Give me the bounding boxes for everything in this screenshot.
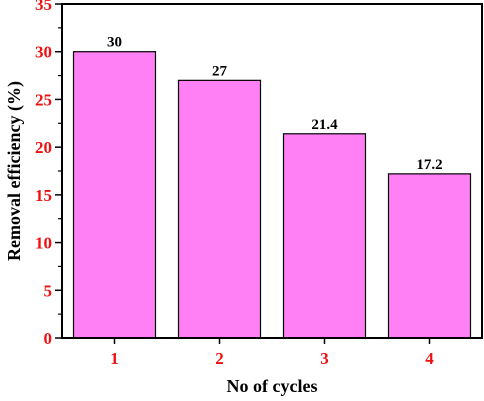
y-tick-label-15: 15: [35, 186, 52, 205]
data-label-cycle-1: 30: [107, 35, 122, 51]
bar-cycle-4: [387, 173, 472, 339]
x-tick-label-3: 3: [320, 349, 329, 368]
y-tick-label-5: 5: [44, 281, 53, 300]
x-axis-title: No of cycles: [227, 376, 318, 396]
bar-cycle-3: [282, 133, 367, 339]
bars-group: [72, 51, 472, 339]
x-tick-label-2: 2: [215, 349, 224, 368]
y-tick-label-0: 0: [44, 329, 53, 348]
y-axis-title: Removal efficiency (%): [4, 81, 25, 261]
x-tick-label-4: 4: [425, 349, 434, 368]
x-axis-ticks: 1 2 3 4: [110, 338, 434, 368]
bar-cycle-2: [177, 79, 262, 339]
y-tick-label-25: 25: [35, 90, 52, 109]
data-label-cycle-3: 21.4: [311, 117, 338, 133]
y-tick-label-20: 20: [35, 138, 52, 157]
data-label-cycle-4: 17.2: [416, 157, 442, 173]
data-labels-group: 30 27 21.4 17.2: [107, 35, 443, 173]
data-label-cycle-2: 27: [212, 63, 228, 79]
y-tick-label-35: 35: [35, 0, 52, 14]
y-tick-label-30: 30: [35, 43, 52, 62]
x-tick-label-1: 1: [110, 349, 119, 368]
bar-cycle-1: [72, 51, 157, 339]
plot-frame: [61, 3, 483, 339]
y-axis-ticks: 0 5 10 15 20 25 30 35: [35, 0, 62, 348]
y-tick-label-10: 10: [35, 234, 52, 253]
